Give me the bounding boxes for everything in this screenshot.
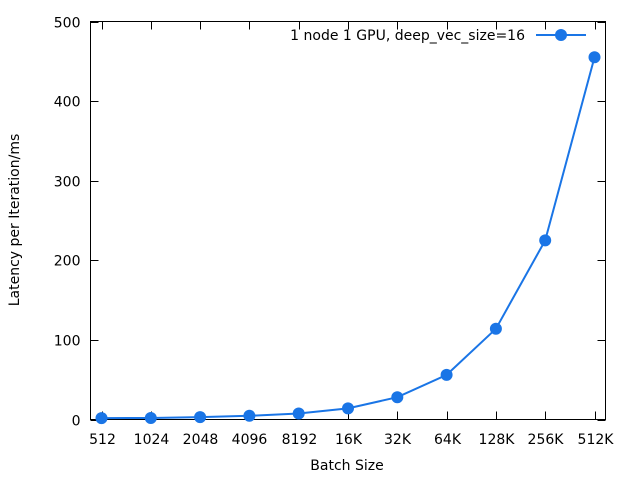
series-line <box>101 57 596 420</box>
x-tick-label: 512 <box>89 432 116 448</box>
y-axis-title: Latency per Iteration/ms <box>7 134 23 307</box>
legend-label: 1 node 1 GPU, deep_vec_size=16 <box>290 28 525 44</box>
data-point <box>144 412 157 424</box>
x-tick-label: 4096 <box>232 432 268 448</box>
data-point <box>292 407 305 420</box>
x-axis: 512 1024 2048 4096 8192 16K 32K 64K 128K 256K 512K <box>89 21 615 448</box>
x-tick-label: 2048 <box>183 432 219 448</box>
y-tick-label: 200 <box>54 254 81 270</box>
data-point <box>194 411 207 424</box>
x-tick-label: 1024 <box>134 432 170 448</box>
legend-marker <box>555 29 567 41</box>
x-axis-title: Batch Size <box>310 458 383 474</box>
data-point <box>95 412 108 425</box>
y-tick-label: 0 <box>72 414 81 430</box>
y-tick-label: 100 <box>54 334 81 350</box>
data-point <box>391 391 404 404</box>
x-tick-label: 64K <box>434 432 462 448</box>
y-tick-label: 500 <box>54 16 81 32</box>
plot-frame <box>90 21 606 420</box>
x-tick-label: 32K <box>384 432 412 448</box>
y-tick-label: 400 <box>54 95 81 111</box>
y-tick-label: 300 <box>54 175 81 191</box>
x-tick-label: 512K <box>578 432 615 448</box>
data-point <box>588 51 601 64</box>
x-tick-label: 8192 <box>282 432 318 448</box>
series-layer <box>95 51 601 425</box>
legend: 1 node 1 GPU, deep_vec_size=16 <box>290 28 586 44</box>
data-point <box>342 402 354 415</box>
x-tick-label: 16K <box>335 432 363 448</box>
data-point <box>440 368 453 381</box>
y-axis: 0 100 200 300 400 500 <box>54 16 606 430</box>
data-point <box>539 234 552 247</box>
x-tick-label: 128K <box>479 432 516 448</box>
data-point <box>489 322 502 335</box>
data-point <box>243 409 256 422</box>
x-tick-label: 256K <box>528 432 565 448</box>
